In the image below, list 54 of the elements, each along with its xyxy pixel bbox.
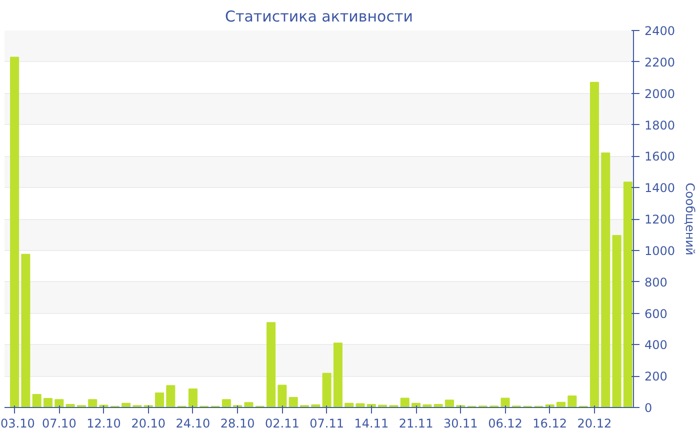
y-tick-label: 800 [644, 275, 668, 290]
chart-title: Статистика активности [225, 8, 413, 26]
bar [10, 56, 20, 408]
bar [333, 342, 342, 408]
bar [166, 385, 176, 408]
bar [21, 254, 30, 408]
bar [400, 398, 410, 408]
y-tick-label: 1800 [644, 118, 676, 132]
bar [222, 399, 231, 408]
bar [88, 399, 98, 408]
bar [590, 82, 599, 408]
bar [612, 234, 622, 408]
bar [155, 392, 164, 408]
y-tick-label: 2000 [644, 86, 676, 101]
x-tick-label: 28.10 [220, 416, 255, 430]
x-tick-label: 20.12 [577, 416, 612, 430]
x-tick-label: 20.10 [131, 416, 166, 430]
bar [623, 182, 632, 408]
bar [244, 402, 254, 408]
y-tick-label: 1000 [644, 244, 676, 258]
x-tick-label: 03.10 [0, 416, 35, 430]
bar [356, 403, 365, 408]
y-tick-label: 400 [644, 338, 668, 352]
bar [601, 152, 610, 408]
bar [444, 400, 454, 408]
bar [43, 398, 53, 408]
bar [500, 398, 510, 408]
y-tick-label: 1200 [644, 212, 676, 226]
bar [288, 396, 298, 408]
y-axis-title: Сообщений [683, 182, 698, 256]
y-tick-label: 600 [644, 306, 668, 321]
bar [322, 372, 332, 408]
bar [266, 322, 276, 408]
bar [54, 399, 64, 408]
x-tick-label: 02.11 [265, 416, 300, 430]
x-tick-label: 30.11 [443, 416, 478, 430]
y-tick-label: 1600 [644, 150, 676, 164]
x-tick-label: 06.12 [488, 416, 522, 430]
x-tick-label: 07.10 [42, 416, 76, 430]
x-tick-label: 24.10 [176, 416, 210, 430]
x-tick-label: 07.11 [310, 416, 344, 430]
x-tick-label: 21.11 [398, 416, 434, 430]
x-tick-label: 14.11 [354, 416, 389, 430]
y-tick-label: 200 [644, 370, 668, 384]
y-tick-label: 1400 [644, 181, 676, 196]
bar [278, 384, 287, 408]
bar [568, 396, 577, 408]
x-tick-label: 16.12 [532, 416, 568, 430]
y-tick-label: 2400 [644, 24, 676, 38]
x-tick-label: 12.10 [86, 416, 121, 430]
bar [188, 388, 198, 408]
bar [32, 394, 42, 408]
y-tick-label: 2200 [644, 55, 676, 70]
y-tick-label: 0 [644, 401, 652, 415]
